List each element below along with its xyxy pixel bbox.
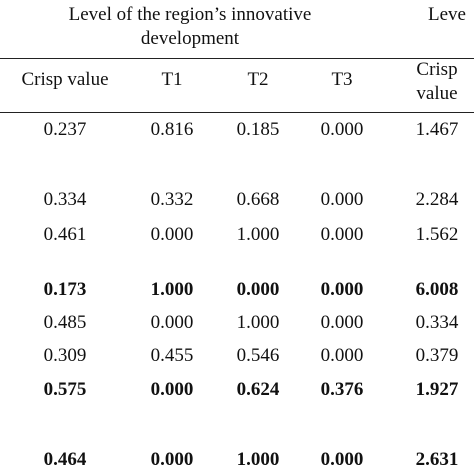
header-rule xyxy=(0,112,474,113)
table-cell: 0.237 xyxy=(43,119,87,140)
table-cell: 0.000 xyxy=(236,279,280,300)
table-cell: 0.000 xyxy=(150,379,194,400)
table-cell: 0.575 xyxy=(43,379,87,400)
table-cell: 2.631 xyxy=(415,449,459,470)
table-cell: 1.927 xyxy=(415,379,459,400)
table-cell: 0.000 xyxy=(320,345,364,366)
table-cell: 1.000 xyxy=(236,312,280,333)
table-cell: 0.461 xyxy=(43,224,87,245)
table-cell: 0.000 xyxy=(320,189,364,210)
column-header: Crisp value xyxy=(21,69,109,90)
table-cell: 0.668 xyxy=(236,189,280,210)
table-cell: 0.334 xyxy=(43,189,87,210)
column-header: Crisp value xyxy=(416,59,458,104)
table-cell: 0.000 xyxy=(320,224,364,245)
table-cell: 1.000 xyxy=(150,279,194,300)
table-cell: 0.000 xyxy=(320,312,364,333)
column-header: T1 xyxy=(161,69,183,90)
table-cell: 6.008 xyxy=(415,279,459,300)
table-cell: 0.455 xyxy=(150,345,194,366)
table-cell: 0.000 xyxy=(320,279,364,300)
table-cell: 0.485 xyxy=(43,312,87,333)
table-cell: 0.546 xyxy=(236,345,280,366)
table-cell: 0.000 xyxy=(150,449,194,470)
table-cell: 1.467 xyxy=(415,119,459,140)
table-cell: 0.379 xyxy=(415,345,459,366)
table-cell: 1.000 xyxy=(236,449,280,470)
table-cell: 0.624 xyxy=(236,379,280,400)
table-cell: 0.000 xyxy=(320,119,364,140)
table-cell: 0.185 xyxy=(236,119,280,140)
table-cell: 1.000 xyxy=(236,224,280,245)
table-cell: 0.000 xyxy=(150,224,194,245)
column-header: T2 xyxy=(247,69,269,90)
group-header: Leve xyxy=(428,4,466,25)
table-cell: 1.562 xyxy=(415,224,459,245)
table-cell: 0.000 xyxy=(150,312,194,333)
table-cell: 0.464 xyxy=(43,449,87,470)
group-header: Level of the region’s innovative develop… xyxy=(68,4,312,49)
header-rule xyxy=(0,58,474,59)
table-cell: 0.816 xyxy=(150,119,194,140)
table-cell: 0.334 xyxy=(415,312,459,333)
table-cell: 0.332 xyxy=(150,189,194,210)
table-cell: 2.284 xyxy=(415,189,459,210)
column-header: T3 xyxy=(331,69,353,90)
table-cell: 0.309 xyxy=(43,345,87,366)
table-cell: 0.376 xyxy=(320,379,364,400)
table-cell: 0.173 xyxy=(43,279,87,300)
table-cell: 0.000 xyxy=(320,449,364,470)
